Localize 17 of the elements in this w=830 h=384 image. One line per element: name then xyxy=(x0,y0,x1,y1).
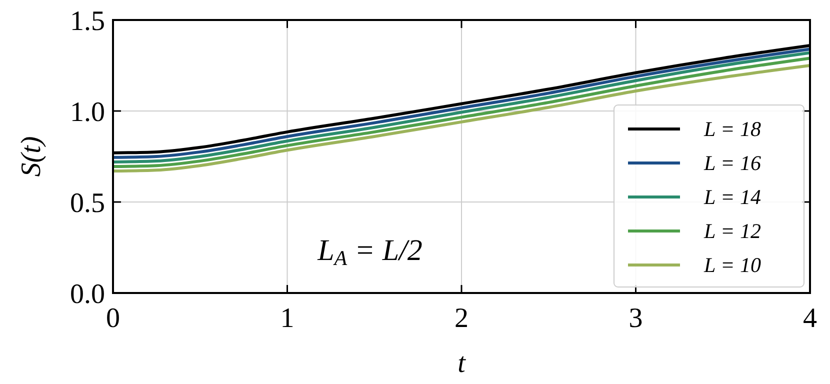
legend-label: L = 16 xyxy=(703,151,762,175)
x-axis-title: t xyxy=(458,348,467,379)
x-tick-label: 1 xyxy=(280,303,294,334)
y-tick-label: 1.0 xyxy=(70,97,105,128)
legend-label: L = 14 xyxy=(703,185,762,209)
legend-label: L = 12 xyxy=(703,219,762,243)
y-tick-label: 0.0 xyxy=(70,279,105,310)
annotation: L$_{A}$ = L/2 xyxy=(316,234,422,270)
x-tick-label: 4 xyxy=(803,303,817,334)
x-tick-label: 0 xyxy=(106,303,120,334)
y-tick-label: 1.5 xyxy=(70,6,105,37)
x-tick-label: 3 xyxy=(628,303,643,334)
y-axis-title: S(t) xyxy=(16,136,47,177)
y-tick-label: 0.5 xyxy=(70,188,105,219)
x-tick-label: 2 xyxy=(454,303,468,334)
legend-label: L = 10 xyxy=(703,253,762,277)
legend-label: L = 18 xyxy=(703,117,762,141)
